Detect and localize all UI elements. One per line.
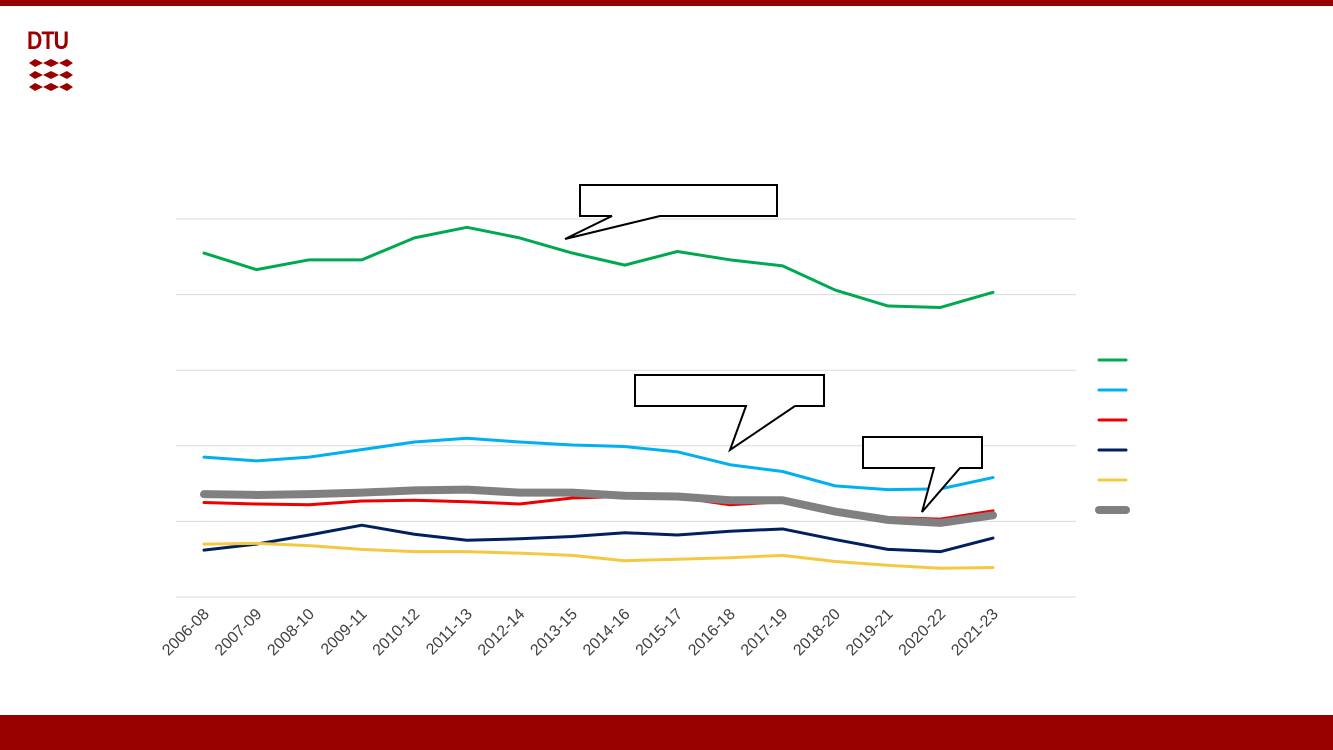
logo-text: DTU [27,27,69,55]
x-tick-label: 2019-21 [843,606,897,660]
x-tick-label: 2018-20 [790,606,844,660]
top-accent-bar [0,0,1333,6]
x-tick-label: 2006-08 [159,606,213,660]
dtu-logo: DTU [27,27,75,97]
series-line-5 [202,541,995,570]
bottom-accent-bar [0,715,1333,750]
x-tick-label: 2014-16 [580,606,634,660]
series-line-1 [202,225,995,309]
series-line-4 [202,523,995,554]
x-tick-label: 2020-22 [896,606,950,660]
x-tick-label: 2017-19 [738,606,792,660]
legend [1095,358,1130,514]
series-line-6 [200,485,997,527]
x-tick-label: 2013-15 [527,606,581,660]
callout-box-2 [634,374,825,453]
series-lines [200,225,997,570]
x-tick-label: 2012-14 [475,606,529,660]
series-line-2 [202,436,995,492]
x-tick-label: 2015-17 [633,606,687,660]
x-tick-label: 2009-11 [318,606,371,659]
x-tick-label: 2010-12 [370,606,424,660]
gridlines [176,218,1076,598]
callout-box-1 [564,184,778,240]
callout-box-3 [862,436,983,513]
x-tick-label: 2007-09 [212,606,266,660]
x-axis-tick-labels: 2006-08 2007-09 2008-10 2009-11 2010-12 2011-… [159,606,1002,660]
x-tick-label: 2011-13 [423,606,476,659]
logo-waves-icon [29,59,73,91]
callouts [564,184,983,513]
x-tick-label: 2016-18 [685,606,739,660]
x-tick-label: 2021-23 [948,606,1002,660]
x-tick-label: 2008-10 [264,606,318,660]
